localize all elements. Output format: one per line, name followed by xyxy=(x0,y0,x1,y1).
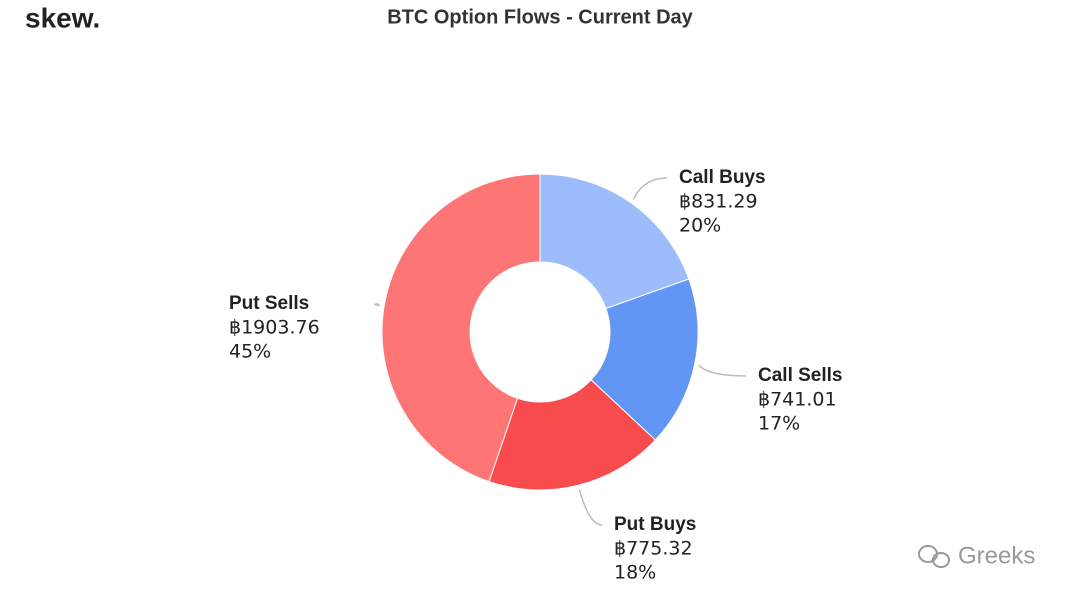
slice xyxy=(381,173,541,483)
slice-label: Call Buys xyxy=(679,167,766,188)
slice-label: Put Sells xyxy=(229,293,309,314)
value-label: ฿741.01 xyxy=(758,389,837,411)
watermark-icon xyxy=(918,545,950,568)
slice xyxy=(488,379,656,491)
logo: skew. xyxy=(25,2,100,33)
percent-label: 45% xyxy=(229,341,271,363)
connector xyxy=(374,303,381,307)
slice-label: Put Buys xyxy=(614,514,696,535)
slice xyxy=(539,173,690,310)
percent-label: 17% xyxy=(758,413,800,435)
chart-title: BTC Option Flows - Current Day xyxy=(387,6,693,28)
slice-label: Call Sells xyxy=(758,365,843,386)
percent-label: 18% xyxy=(614,562,656,584)
percent-label: 20% xyxy=(679,215,721,237)
watermark: Greeks xyxy=(958,542,1035,569)
value-label: ฿1903.76 xyxy=(229,317,320,339)
value-label: ฿775.32 xyxy=(614,538,693,560)
value-label: ฿831.29 xyxy=(679,191,758,213)
slice xyxy=(590,278,699,441)
connector xyxy=(632,177,668,200)
connector xyxy=(578,488,603,526)
connector xyxy=(698,364,747,377)
